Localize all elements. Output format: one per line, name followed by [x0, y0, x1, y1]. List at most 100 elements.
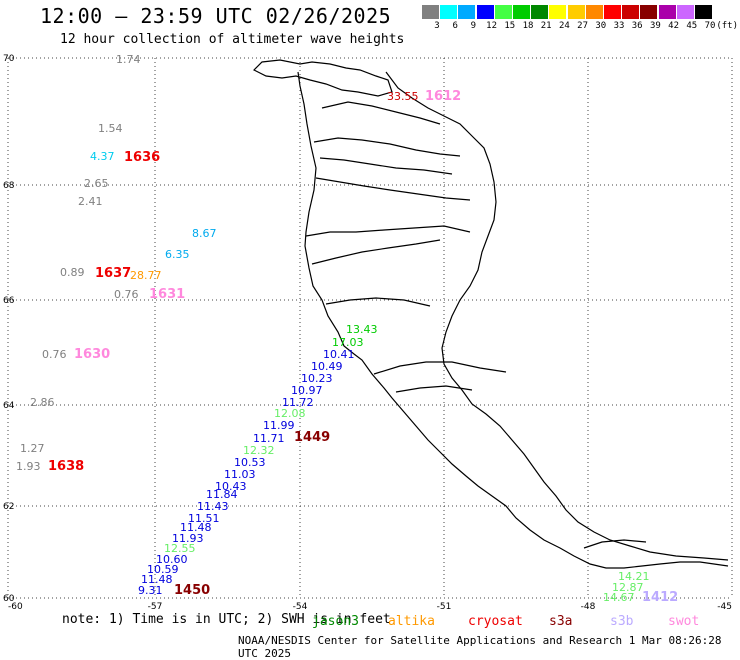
scale-swatch	[494, 5, 512, 19]
wave-height-label: 1636	[124, 150, 160, 165]
fjord-10	[583, 539, 647, 549]
wave-height-label: 12.87	[612, 581, 644, 594]
wave-height-label: 10.23	[301, 372, 333, 385]
longitude-label: -48	[581, 602, 596, 612]
wave-height-label: 10.97	[291, 384, 323, 397]
observation-labels: 1.74 1.54 4.37 1636 2.65 2.41 8.676.35 0.89 1637…	[16, 53, 678, 605]
fjord-3	[319, 157, 453, 175]
wave-height-label: 1631	[149, 287, 185, 302]
scale-swatch	[531, 5, 549, 19]
wave-height-label: 10.53	[234, 456, 266, 469]
wave-height-label: 28.77	[130, 269, 162, 282]
wave-height-label: 11.71	[253, 432, 285, 445]
wave-height-label: 9.31	[138, 584, 163, 597]
wave-height-label: 1450	[174, 583, 210, 598]
wave-height-label: 14.67	[603, 591, 635, 604]
latitude-label: 64	[3, 401, 15, 411]
wave-height-label: 0.89	[60, 266, 85, 279]
wave-height-label: 1638	[48, 459, 84, 474]
wave-height-label: 11.99	[263, 419, 295, 432]
scale-swatch	[513, 5, 530, 19]
coastline-outline	[297, 71, 729, 569]
scale-swatch	[549, 5, 567, 19]
wave-height-label: 13.43	[346, 323, 378, 336]
latitude-label: 66	[3, 296, 15, 306]
scale-label: 18	[522, 21, 534, 31]
wave-height-label: 11.84	[206, 488, 238, 501]
fjord-9	[395, 385, 473, 393]
wave-height-label: 11.48	[141, 573, 173, 586]
fjord-5	[305, 225, 471, 237]
scale-label: 33	[613, 21, 625, 31]
wave-height-label: 11.51	[188, 512, 220, 525]
coastline-inner	[385, 71, 729, 561]
longitude-label: -57	[148, 602, 163, 612]
wave-height-label: 33.55	[387, 90, 419, 103]
wave-height-label: 12.08	[274, 407, 306, 420]
scale-swatch	[567, 5, 585, 19]
scale-label: 24	[558, 21, 570, 31]
wave-height-label: 10.59	[147, 563, 179, 576]
scale-swatch	[695, 5, 712, 19]
fjord-4	[315, 177, 471, 201]
wave-height-label: 8.67	[192, 227, 217, 240]
wave-height-label: 12.32	[243, 444, 275, 457]
wave-height-label: 2.41	[78, 195, 103, 208]
satellite-legend-item: altika	[388, 614, 435, 629]
north-island	[252, 59, 393, 97]
wave-height-label: 1.93	[16, 460, 41, 473]
scale-swatch	[640, 5, 658, 19]
latitude-label: 68	[3, 181, 15, 191]
map-subtitle: 12 hour collection of altimeter wave hei…	[60, 32, 405, 47]
wave-height-label: 1630	[74, 347, 110, 362]
longitude-label: -54	[293, 602, 308, 612]
scale-label: 42	[668, 21, 680, 31]
scale-swatch	[585, 5, 603, 19]
wave-height-label: 10.43	[215, 480, 247, 493]
satellite-legend-item: cryosat	[468, 614, 523, 629]
wave-height-label: 11.43	[197, 500, 229, 513]
credit-line: NOAA/NESDIS Center for Satellite Applica…	[238, 634, 722, 660]
latitude-label: 62	[3, 502, 14, 512]
fjord-2	[313, 137, 461, 157]
scale-swatch	[604, 5, 621, 19]
graticule: 70 68 66 64 62 60-60 -57 -54 -51 -48 -45	[3, 54, 733, 612]
scale-label: 30	[595, 21, 607, 31]
satellite-legend-item: s3b	[610, 614, 634, 629]
satellite-legend-item: s3a	[549, 614, 573, 629]
satellite-legend-item: swot	[668, 614, 700, 629]
satellite-legend-item: jason3	[312, 614, 359, 629]
scale-label: 9	[470, 21, 477, 31]
greenland-coastline	[252, 59, 729, 569]
wave-height-label: 1.74	[116, 53, 141, 66]
wave-height-label: 1612	[425, 89, 461, 104]
wave-height-label: 17.03	[332, 336, 364, 349]
wave-height-label: 11.03	[224, 468, 256, 481]
fjord-8	[373, 361, 507, 375]
wave-height-label: 14.21	[618, 570, 650, 583]
scale-swatch	[422, 5, 439, 19]
wave-height-label: 1449	[294, 430, 330, 445]
scale-swatch	[440, 5, 458, 19]
scale-swatch	[458, 5, 476, 19]
footer-note: note: 1) Time is in UTC; 2) SWH is in fe…	[62, 612, 391, 627]
scale-swatch	[658, 5, 676, 19]
fjord-7	[325, 297, 431, 307]
wave-height-label: 1412	[642, 590, 678, 605]
wave-height-label: 10.49	[311, 360, 343, 373]
wave-height-label: 11.93	[172, 532, 204, 545]
wave-height-label: 1637	[95, 266, 131, 281]
wave-height-label: 6.35	[165, 248, 190, 261]
longitude-label: -45	[717, 602, 732, 612]
scale-label: 36	[631, 21, 643, 31]
wave-height-label: 12.55	[164, 542, 196, 555]
scale-label: 27	[577, 21, 589, 31]
wave-height-label: 2.65	[84, 177, 109, 190]
wave-height-label: 4.37	[90, 150, 115, 163]
latitude-label: 70	[3, 54, 15, 64]
scale-label: 21	[540, 21, 552, 31]
fjord-1	[321, 101, 441, 125]
wave-height-label: 11.48	[180, 521, 212, 534]
wave-height-color-scale: 3 6 9 12 15 18 21 24 27 30 33 36 39 42 45 70 (ft)	[422, 5, 738, 35]
scale-label: 12	[486, 21, 498, 31]
